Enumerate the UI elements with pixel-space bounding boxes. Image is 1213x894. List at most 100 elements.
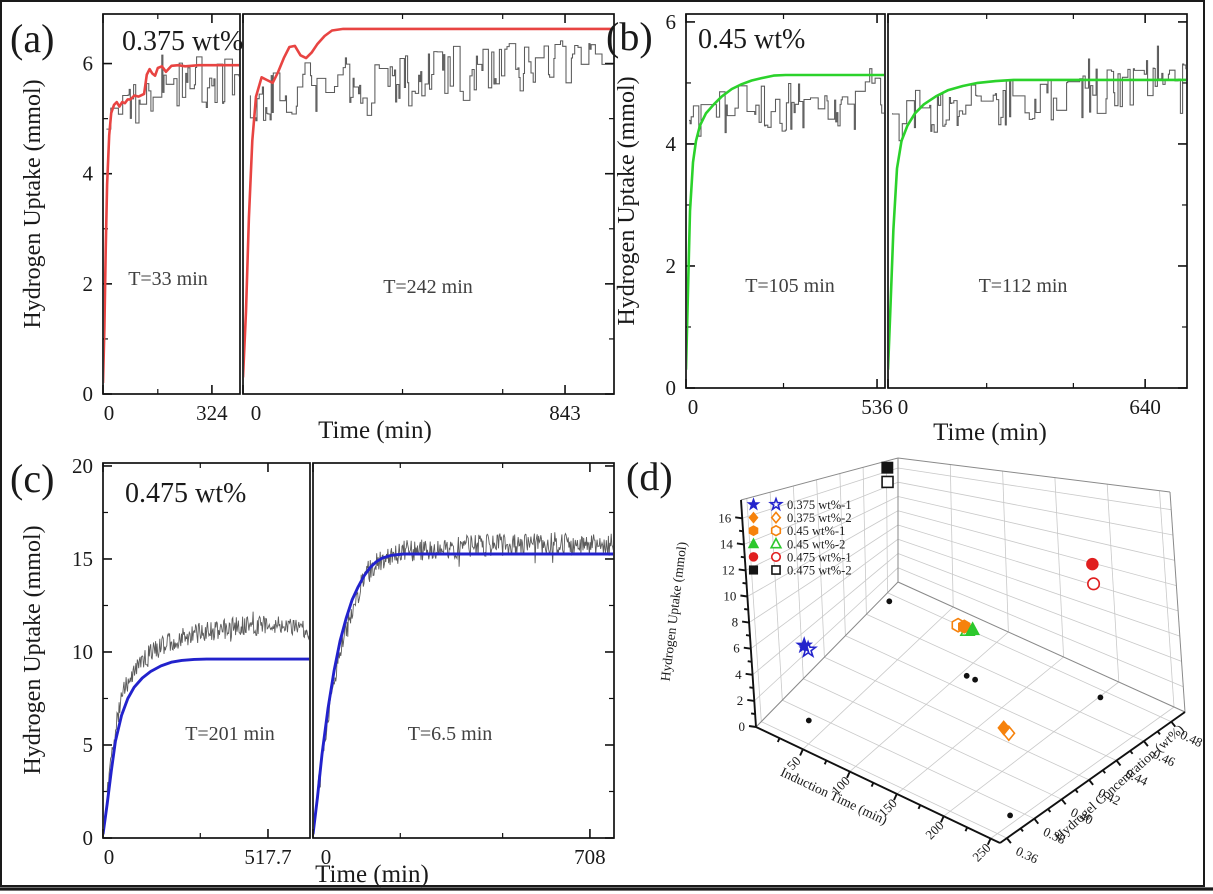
time-tick: [986, 838, 992, 846]
marker-star-filled: [795, 636, 814, 654]
y-tick-label: 6: [83, 52, 94, 76]
z-tick-label: 0: [739, 719, 746, 734]
floor-grid-line: [782, 699, 1035, 820]
wall-grid-line: [746, 498, 762, 722]
z-tick: [745, 672, 753, 676]
wall-grid-line: [750, 538, 899, 650]
floor-grid-line: [990, 706, 1175, 839]
uptake-data-series: [106, 54, 239, 130]
time-minor-tick: [776, 737, 781, 743]
z-tick-label: 10: [723, 589, 736, 604]
legend-label: 0.475 wt%-1: [787, 550, 852, 564]
x-tick-label: 0: [321, 845, 332, 869]
y-tick-label: 0: [666, 376, 677, 400]
panel-a-plot: 0 2 4 6 0 324 0 843: [83, 13, 615, 425]
marker-square-filled: [881, 461, 894, 474]
wall-grid-line: [752, 553, 899, 676]
floor-grid-line: [845, 635, 1117, 761]
text-layer: (a) 0.375 wt% T=33 min T=242 min Hydroge…: [10, 14, 1187, 888]
legend-label: 0.475 wt%-2: [787, 564, 852, 578]
time-axis: [755, 726, 1001, 844]
time-minor-tick: [917, 804, 922, 810]
marker-circle-filled: [1086, 557, 1099, 571]
wall-grid-line: [862, 467, 867, 615]
marker-diamond-filled: [997, 720, 1011, 736]
z-tick-label: 8: [732, 615, 739, 630]
plot-frame: [685, 13, 886, 389]
z-tick-label: 6: [733, 641, 740, 656]
wall-grid-line: [897, 567, 1184, 688]
box-edge: [897, 457, 1171, 493]
z-tick: [741, 620, 750, 624]
wall-grid-line: [1002, 471, 1009, 633]
x-tick-label: 640: [1129, 395, 1161, 419]
panel-c-ylabel: Hydrogen Uptake (mmol): [20, 525, 46, 774]
y-tick-label: 0: [83, 826, 94, 850]
conc-tick-label: 0.36: [1014, 843, 1041, 866]
box-edge: [740, 457, 899, 501]
legend-marker-open: [769, 536, 783, 549]
z-tick: [735, 516, 743, 520]
legend-marker-open: [768, 496, 784, 512]
z-tick: [740, 594, 748, 598]
z-minor-tick: [745, 634, 751, 637]
concentration-axis: [999, 711, 1186, 844]
marker-circle-open: [1087, 577, 1101, 591]
time-tick-label: 200: [922, 818, 946, 842]
marker-square-open: [881, 475, 894, 489]
y-tick-label: 4: [666, 132, 677, 156]
floor-grid-line: [849, 631, 1009, 772]
panel-d-zlabel: Hydrogen Uptake (mmol): [658, 541, 690, 682]
conc-tick: [1060, 798, 1067, 805]
y-tick-label: 5: [83, 733, 94, 757]
legend-marker-filled: [748, 565, 759, 575]
time-tick: [799, 748, 804, 756]
floor-grid-line: [896, 656, 1064, 795]
box-edge: [1169, 491, 1186, 713]
z-tick: [736, 542, 745, 546]
projection-dot: [972, 676, 978, 683]
panel-b-title: 0.45 wt%: [698, 24, 805, 55]
plot-frame: [242, 13, 615, 395]
x-tick-label: 536: [861, 395, 893, 419]
panel-a-label: (a): [10, 16, 54, 61]
conc-tick: [1143, 740, 1149, 747]
wall-grid-line: [897, 467, 1172, 511]
box-edge: [755, 581, 899, 728]
wall-grid-line: [816, 479, 825, 658]
panel-b-annotation-2: T=112 min: [979, 275, 1068, 297]
wall-grid-line: [743, 481, 899, 545]
marker-triangle-filled: [965, 621, 981, 636]
z-tick: [747, 698, 755, 702]
wall-grid-line: [949, 464, 954, 608]
legend: 0.375 wt%-10.375 wt%-20.45 wt%-10.45 wt%…: [746, 496, 852, 578]
x-tick-label: 0: [104, 401, 115, 425]
projection-dot: [963, 672, 970, 679]
uptake-data-series: [689, 68, 884, 137]
fit-line: [687, 73, 884, 370]
panel-a-annotation-1: T=33 min: [128, 268, 208, 290]
panel-a-annotation-2: T=242 min: [383, 276, 473, 298]
uptake-data-series: [106, 611, 309, 793]
marker-hexagon-filled: [958, 619, 971, 634]
floor-grid-line: [866, 613, 1145, 742]
x-tick-label: 0: [898, 395, 909, 419]
legend-marker-filled: [748, 511, 759, 524]
y-tick-label: 6: [666, 10, 677, 34]
wall-grid-line: [742, 467, 899, 519]
legend-marker-filled: [748, 552, 759, 562]
legend-marker-open: [770, 524, 782, 537]
wall-grid-line: [1106, 484, 1120, 683]
uptake-data-series: [249, 40, 613, 122]
wall-grid-line: [897, 496, 1175, 561]
z-tick: [743, 646, 751, 650]
conc-minor-tick: [1074, 789, 1079, 794]
uptake-data-series: [891, 45, 1186, 142]
legend-marker-filled: [747, 537, 760, 549]
z-minor-tick: [750, 712, 756, 715]
conc-minor-tick: [1019, 827, 1024, 832]
